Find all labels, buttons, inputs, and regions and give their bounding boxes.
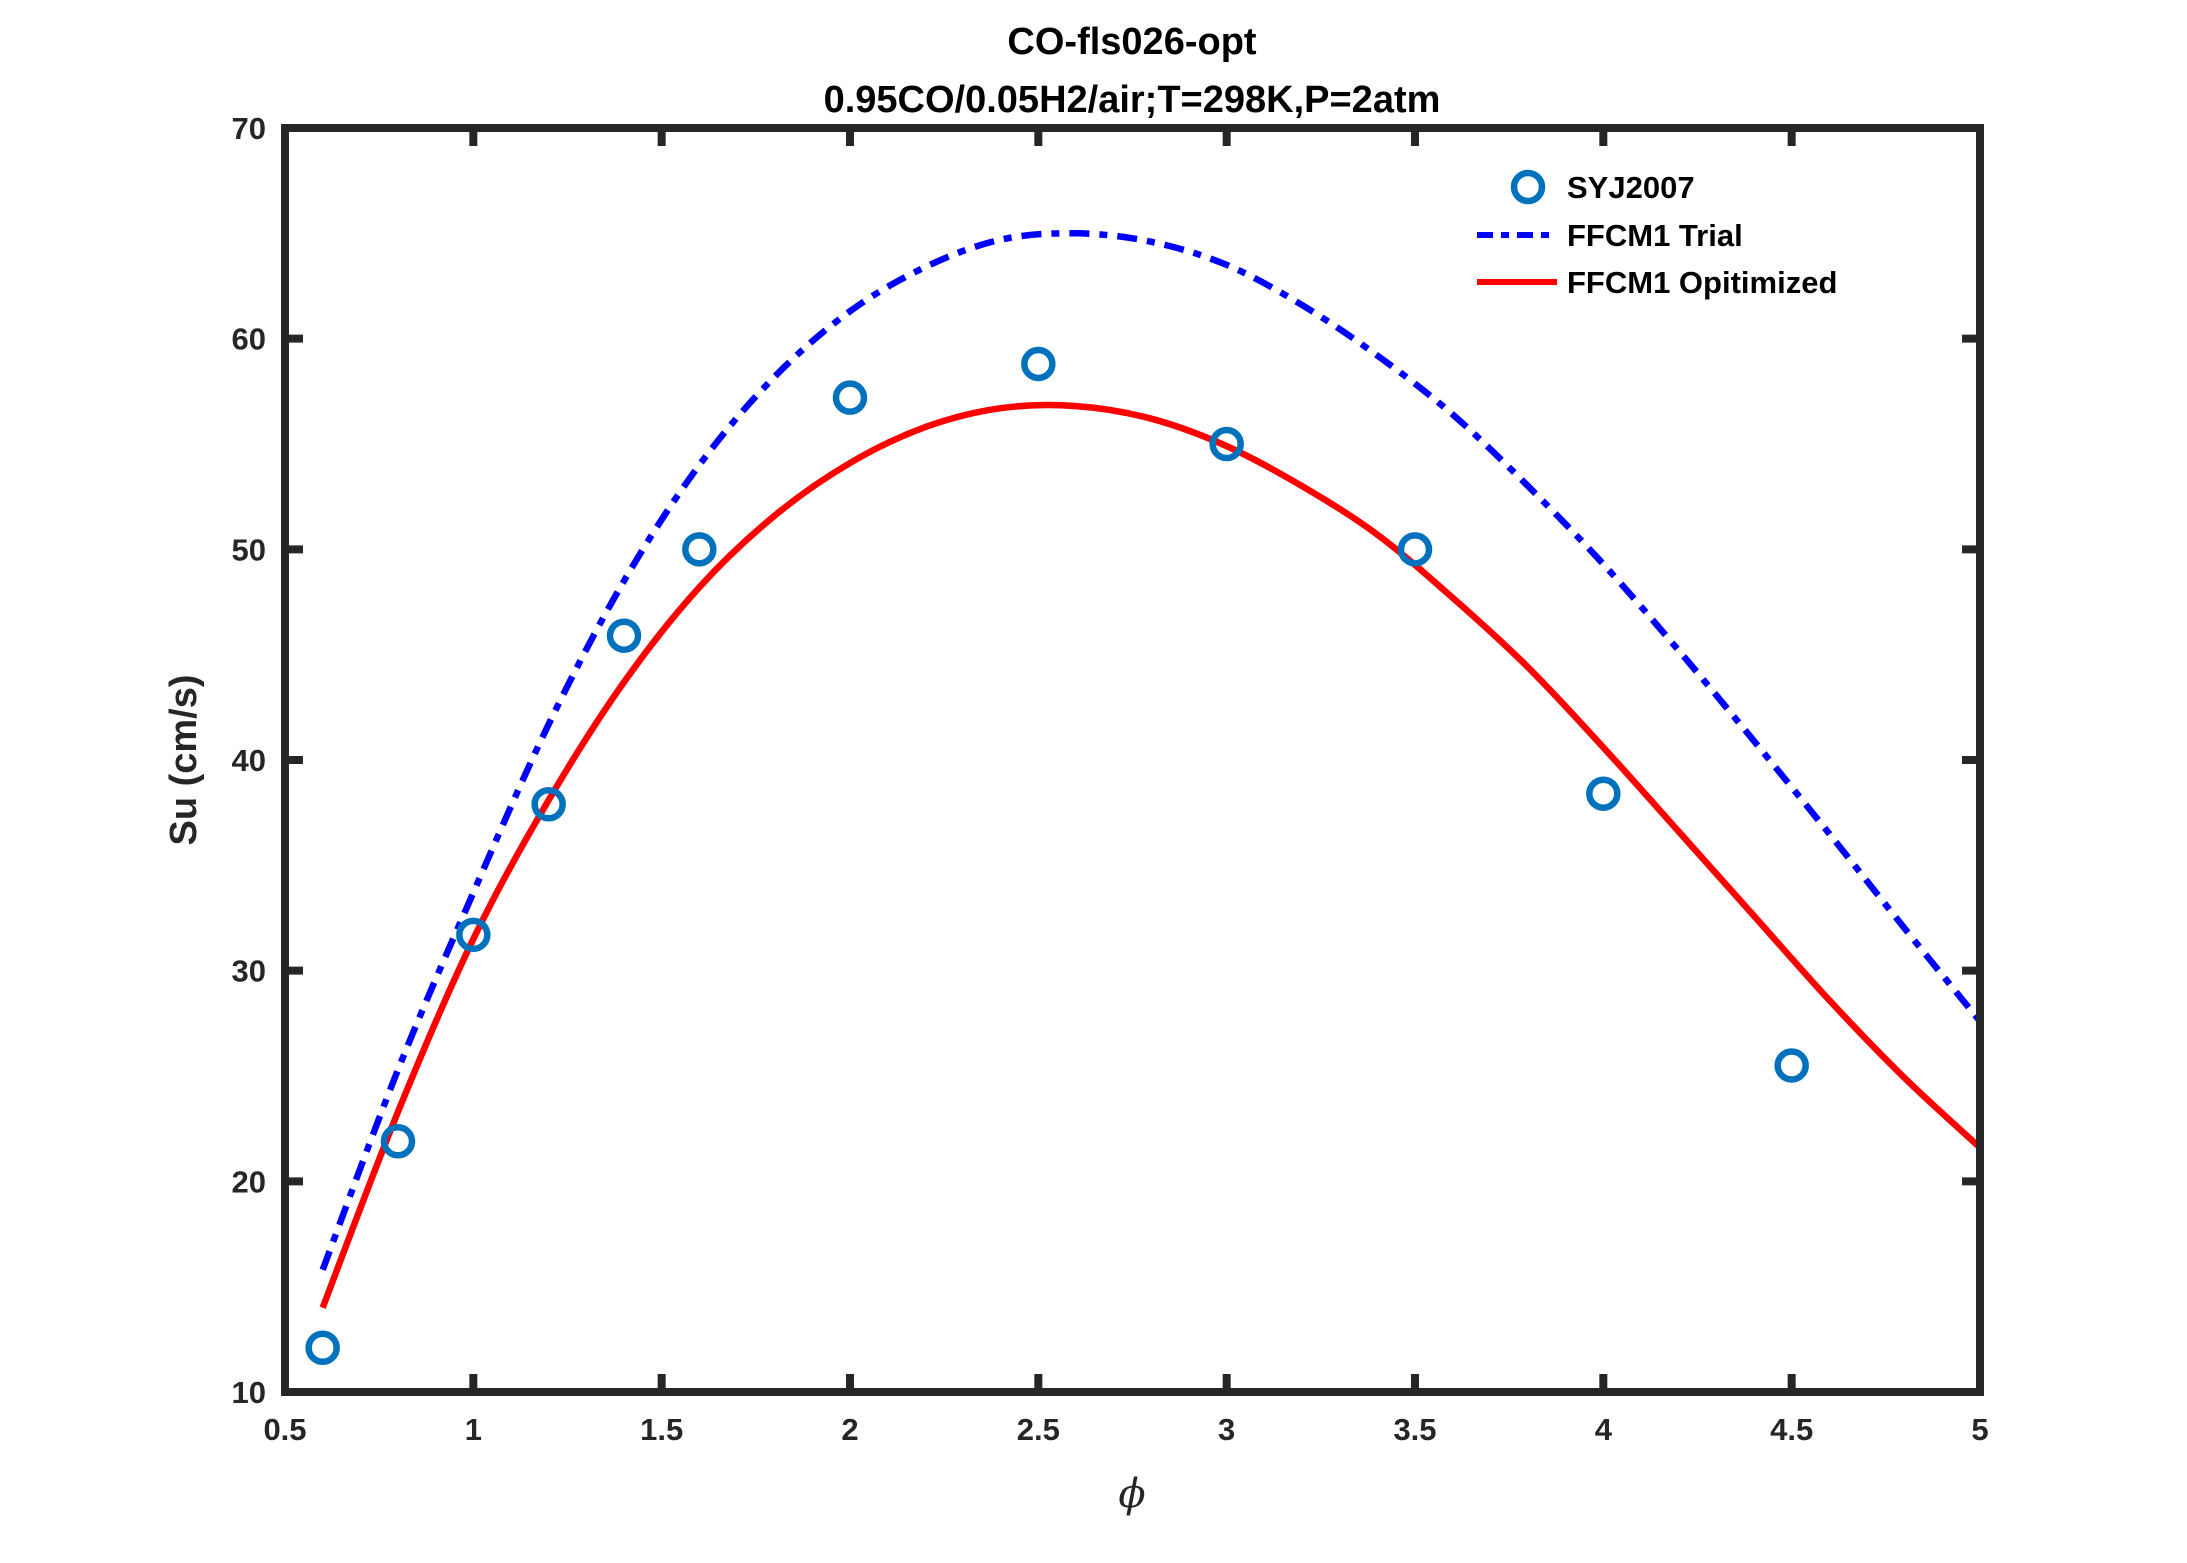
x-axis-label: ϕ — [1118, 1471, 1145, 1517]
x-tick-label: 0.5 — [263, 1412, 306, 1447]
chart-subtitle: 0.95CO/0.05H2/air;T=298K,P=2atm — [824, 79, 1441, 121]
y-tick-label: 70 — [232, 111, 266, 146]
data-point-syj2007 — [1586, 776, 1621, 811]
data-point-syj2007 — [832, 380, 868, 415]
x-tick-label: 4.5 — [1770, 1412, 1813, 1447]
data-point-syj2007 — [531, 786, 566, 822]
legend: SYJ2007 FFCM1 Trial FFCM1 Opitimized — [1477, 169, 1837, 300]
y-axis-label: Su (cm/s) — [163, 674, 205, 845]
x-tick-label: 1.5 — [640, 1412, 683, 1447]
data-point-syj2007 — [456, 917, 491, 953]
legend-entry-syj2007: SYJ2007 — [1510, 169, 1695, 205]
data-point-syj2007 — [1774, 1048, 1809, 1083]
plot-area — [285, 128, 1983, 1392]
legend-entry-ffcm1-optimized: FFCM1 Opitimized — [1477, 265, 1837, 300]
x-tick-label: 4 — [1595, 1412, 1613, 1447]
data-point-syj2007 — [1021, 346, 1056, 382]
tick-labels-layer: 0.5 1 1.5 2 2.5 3 3.5 4 4.5 5 10 20 30 40 50 60 70 — [232, 111, 1989, 1447]
series-line-ffcm1-opitimized — [319, 401, 1983, 1309]
legend-marker-circle-icon — [1510, 169, 1546, 205]
data-point-syj2007 — [682, 532, 717, 567]
x-tick-label: 3.5 — [1393, 1412, 1436, 1447]
legend-label-syj2007: SYJ2007 — [1567, 170, 1695, 205]
chart-title: CO-fls026-opt — [1007, 21, 1256, 63]
data-point-syj2007 — [305, 1330, 340, 1366]
x-tick-label: 1 — [465, 1412, 482, 1447]
y-tick-label: 10 — [232, 1375, 266, 1410]
y-tick-label: 40 — [232, 743, 266, 778]
data-point-syj2007 — [1209, 426, 1244, 462]
y-tick-label: 30 — [232, 954, 266, 989]
x-tick-label: 2 — [841, 1412, 858, 1447]
y-tick-label: 60 — [232, 322, 266, 357]
data-point-syj2007 — [606, 618, 642, 653]
x-tick-label: 5 — [1971, 1412, 1988, 1447]
series-line-ffcm1-trial — [319, 230, 1983, 1271]
data-point-syj2007 — [1397, 532, 1433, 567]
legend-label-ffcm1-optimized: FFCM1 Opitimized — [1567, 265, 1837, 300]
axes-background — [285, 128, 1980, 1392]
axes-box — [281, 124, 1984, 1396]
y-tick-label: 50 — [232, 532, 266, 567]
series-layer — [305, 230, 1983, 1366]
legend-label-ffcm1-trial: FFCM1 Trial — [1567, 218, 1743, 253]
y-tick-label: 20 — [232, 1164, 266, 1199]
data-point-syj2007 — [380, 1124, 416, 1159]
x-tick-label: 3 — [1218, 1412, 1235, 1447]
legend-entry-ffcm1-trial: FFCM1 Trial — [1477, 218, 1743, 253]
x-tick-label: 2.5 — [1017, 1412, 1060, 1447]
